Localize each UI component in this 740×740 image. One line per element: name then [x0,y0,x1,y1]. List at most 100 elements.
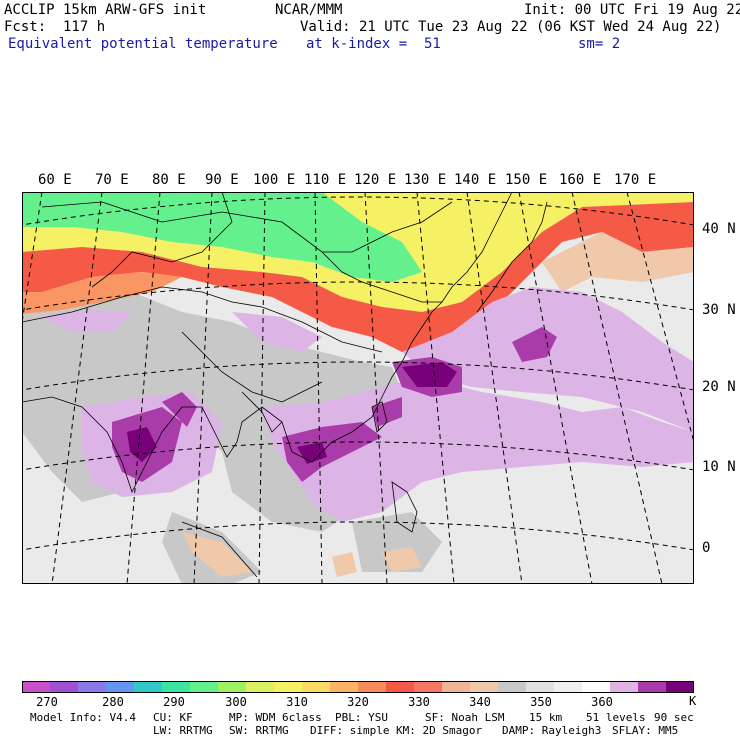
colorbar-tick-label: 330 [408,695,430,709]
lon-label: 80 E [152,172,186,188]
dark-purple-core [127,427,157,462]
lat-label: 20 N [702,379,736,395]
lon-label: 160 E [559,172,602,188]
border [91,192,233,288]
lon-label: 140 E [454,172,497,188]
colorbar-swatch [470,681,499,693]
lon-label: 110 E [304,172,347,188]
colorbar-swatch [218,681,247,693]
light-purple-region [42,310,132,332]
colorbar-tick-label: 300 [225,695,247,709]
colorbar-swatch [246,681,275,693]
land-gray-area [352,512,442,572]
footer-sw: SW: RRTMG [229,724,289,737]
colorbar-swatch [498,681,527,693]
light-purple-region [402,287,694,432]
colorbar-swatch [134,681,163,693]
footer-km: KM: 2D Smagor [396,724,483,737]
tan-patch [382,547,422,572]
colorbar-swatch [442,681,471,693]
dark-purple-core [402,362,457,387]
lon-label: 60 E [38,172,72,188]
level-label: at k-index = 51 [306,36,441,52]
footer-sflay: SFLAY: MM5 [612,724,679,737]
coastline [451,192,513,288]
coastline [371,401,388,433]
colorbar-swatch [526,681,555,693]
lon-label: 130 E [404,172,447,188]
purple-region [372,397,402,427]
coastline [476,201,548,313]
light-purple-region [262,382,694,522]
colorbar-tick-label: 320 [347,695,369,709]
coastline [22,286,453,494]
purple-region [282,422,382,482]
colorbar-tick-label: 340 [469,695,491,709]
border [41,201,453,253]
colorbar-swatch [386,681,415,693]
forecast-hour: Fcst: 117 h [4,19,106,35]
lon-label: 150 E [505,172,548,188]
colorbar [22,681,694,693]
tan-patch [332,552,357,577]
theta-e-map [22,192,694,584]
coastline [181,521,258,578]
border [321,251,442,303]
coastline [391,481,418,533]
colorbar-tick-label: 280 [102,695,124,709]
border [22,286,383,353]
organization-label: NCAR/MMM [275,2,343,18]
lon-label: 90 E [205,172,239,188]
colorbar-swatch [582,681,611,693]
light-purple-region [232,312,322,352]
colorbar-swatch [638,681,667,693]
colorbar-swatch [358,681,387,693]
lat-label: 40 N [702,221,736,237]
init-time: Init: 00 UTC Fri 19 Aug 22 [524,2,740,18]
footer-model-info: Model Info: V4.4 [30,711,136,724]
colorbar-swatch [78,681,107,693]
lon-label: 100 E [253,172,296,188]
border [181,331,323,403]
footer-lw: LW: RRTMG [153,724,213,737]
footer-levels: 51 levels [586,711,646,724]
footer-pbl: PBL: YSU [335,711,388,724]
colorbar-unit: K [689,694,697,708]
colorbar-swatch [162,681,191,693]
model-title: ACCLIP 15km ARW-GFS init [4,2,207,18]
colorbar-swatch [302,681,331,693]
lon-label: 70 E [95,172,129,188]
colorbar-swatch [190,681,219,693]
field-name: Equivalent potential temperature [8,36,278,52]
colorbar-swatch [274,681,303,693]
colorbar-swatch [106,681,135,693]
colorbar-tick-label: 350 [530,695,552,709]
valid-time: Valid: 21 UTC Tue 23 Aug 22 (06 KST Wed … [300,19,722,35]
border [241,391,283,433]
footer-damp: DAMP: Rayleigh3 [502,724,602,737]
colorbar-swatch [330,681,359,693]
footer-timestep: 90 sec [654,711,694,724]
tan-patch [182,532,252,577]
lon-label: 120 E [354,172,397,188]
lat-label: 30 N [702,302,736,318]
colorbar-tick-label: 270 [36,695,58,709]
colorbar-tick-label: 310 [286,695,308,709]
footer-mp: MP: WDM 6class [229,711,322,724]
lat-label: 0 [702,540,711,556]
lat-label: 10 N [702,459,736,475]
colorbar-swatch [610,681,639,693]
colorbar-swatch [50,681,79,693]
colorbar-swatch [666,681,694,693]
footer-sf: SF: Noah LSM [425,711,505,724]
smoothing-label: sm= 2 [578,36,621,52]
colorbar-swatch [414,681,443,693]
colorbar-swatch [22,681,51,693]
footer-resolution: 15 km [529,711,563,724]
tan-band [542,232,694,292]
colorbar-tick-label: 290 [163,695,185,709]
footer-diff: DIFF: simple [310,724,390,737]
green-band [22,192,422,282]
colorbar-tick-label: 360 [591,695,613,709]
footer-cu: CU: KF [153,711,193,724]
